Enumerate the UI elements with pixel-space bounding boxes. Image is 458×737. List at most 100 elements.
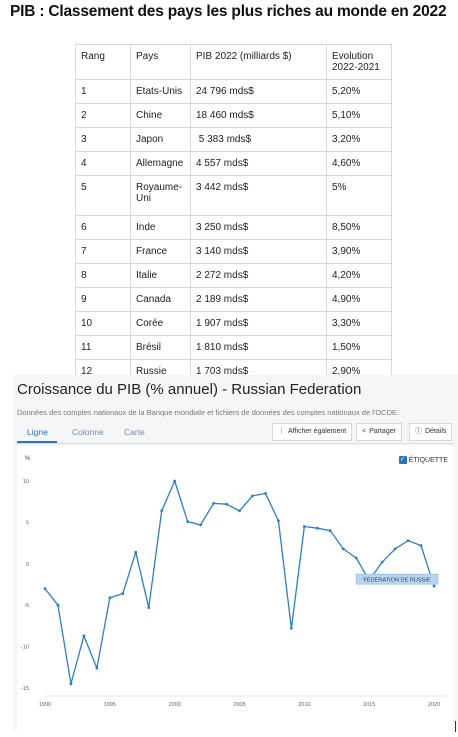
data-point <box>212 501 215 505</box>
tab-ligne[interactable]: Ligne <box>27 427 48 437</box>
x-tick-label: 1990 <box>39 702 51 708</box>
also-show-button[interactable]: ⋮ Afficher également <box>272 423 353 441</box>
data-point <box>108 596 112 600</box>
table-row: 3 Japon 5 383 mds$ 3,20% <box>75 127 392 152</box>
cell-gdp: 3 250 mds$ <box>190 215 327 240</box>
cell-gdp: 3 140 mds$ <box>190 239 327 264</box>
x-tick-label: 2015 <box>363 702 375 708</box>
cell-growth: 1,50% <box>326 335 392 360</box>
data-point <box>160 509 164 513</box>
cell-growth: 5,20% <box>326 79 392 104</box>
data-point <box>173 479 177 483</box>
data-point <box>419 544 423 547</box>
table-row: 1 Etats-Unis 24 796 mds$ 5,20% <box>75 79 392 104</box>
data-point <box>432 584 436 588</box>
table-row: 11 Brésil 1 810 mds$ 1,50% <box>75 335 392 360</box>
data-point <box>315 526 319 530</box>
cell-growth: 3,20% <box>326 127 392 152</box>
gdp-ranking-table: Rang Pays PIB 2022 (milliards $) Evoluti… <box>75 44 392 383</box>
cell-country: Italie <box>130 263 191 288</box>
data-point <box>43 587 47 591</box>
data-point <box>341 547 345 551</box>
column-header-country: Pays <box>130 44 191 80</box>
label-checkbox-text: ÉTIQUETTE <box>408 456 448 464</box>
chart-title: Croissance du PIB (% annuel) - Russian F… <box>17 381 362 398</box>
gdp-growth-widget: Croissance du PIB (% annuel) - Russian F… <box>13 375 458 731</box>
cell-rank: 8 <box>75 263 131 288</box>
y-tick-label: 10 <box>23 479 29 485</box>
table-row: 10 Corée 1 907 mds$ 3,30% <box>75 311 392 336</box>
x-tick-label: 2010 <box>298 702 310 708</box>
share-button[interactable]: < Partager <box>356 423 402 441</box>
data-point <box>289 626 293 630</box>
y-tick-label: -10 <box>21 645 29 651</box>
cell-growth: 4,60% <box>326 151 392 176</box>
y-tick-label: 5 <box>26 520 29 526</box>
cell-rank: 6 <box>75 215 131 240</box>
column-header-rank: Rang <box>75 44 131 80</box>
data-point <box>199 523 203 527</box>
cell-country: Canada <box>130 287 191 312</box>
cell-gdp: 24 796 mds$ <box>190 79 327 104</box>
data-point <box>147 606 151 610</box>
label-checkbox[interactable]: ✓ ÉTIQUETTE <box>398 456 448 464</box>
table-row: 8 Italie 2 272 mds$ 4,20% <box>75 263 392 288</box>
cell-growth: 5% <box>326 175 392 216</box>
table-row: 2 Chine 18 460 mds$ 5,10% <box>75 103 392 128</box>
cell-gdp: 1 810 mds$ <box>190 335 327 360</box>
page-title: PIB : Classement des pays les plus riche… <box>10 3 447 20</box>
table-row: 5 Royaume-Uni 3 442 mds$ 5% <box>75 175 392 216</box>
table-row: 4 Allemagne 4 557 mds$ 4,60% <box>75 151 392 176</box>
cell-gdp: 4 557 mds$ <box>190 151 327 176</box>
cell-country: Etats-Unis <box>130 79 191 104</box>
cell-country: France <box>130 239 191 264</box>
cell-gdp: 5 383 mds$ <box>190 127 327 152</box>
y-tick-label: 0 <box>26 562 29 568</box>
info-icon: ⓘ <box>415 428 422 435</box>
cell-country: Japon <box>130 127 191 152</box>
data-point <box>328 529 332 533</box>
data-point <box>186 520 190 523</box>
tab-colonne[interactable]: Colonne <box>72 427 104 437</box>
details-button[interactable]: ⓘ Détails <box>409 423 453 441</box>
cell-growth: 5,10% <box>326 103 392 128</box>
data-point <box>251 494 254 498</box>
column-header-growth: Evolution 2022-2021 <box>326 44 392 80</box>
y-tick-label: -5 <box>24 603 29 609</box>
data-point <box>302 525 306 528</box>
x-tick-label: 2005 <box>233 702 245 708</box>
chart-tabs: Ligne Colonne Carte <box>17 421 454 444</box>
cell-gdp: 2 189 mds$ <box>190 287 327 312</box>
cell-country: Inde <box>130 215 191 240</box>
vertical-dots-icon: ⋮ <box>278 428 285 435</box>
details-label: Détails <box>425 428 447 435</box>
x-tick-label: 2000 <box>169 702 181 708</box>
plot-area: ✓ ÉTIQUETTE % 10 5 0 -5 -10 -15 1990 1995 2000 2005… <box>17 446 454 731</box>
data-point <box>121 592 125 596</box>
data-point <box>264 492 267 495</box>
text-cursor <box>455 721 456 732</box>
cell-growth: 3,30% <box>326 311 392 336</box>
table-header-row: Rang Pays PIB 2022 (milliards $) Evoluti… <box>75 44 392 80</box>
tab-carte[interactable]: Carte <box>124 427 145 437</box>
cell-country: Brésil <box>130 335 191 360</box>
cell-rank: 4 <box>75 151 131 176</box>
cell-gdp: 1 907 mds$ <box>190 311 327 336</box>
series-label: FÉDÉRATION DE RUSSIE <box>363 576 431 583</box>
share-icon: < <box>362 428 367 435</box>
data-point <box>69 682 73 686</box>
x-tick-label: 1995 <box>104 702 116 708</box>
data-point <box>406 539 410 543</box>
cell-rank: 2 <box>75 103 131 128</box>
cell-rank: 5 <box>75 175 131 216</box>
cell-gdp: 18 460 mds$ <box>190 103 327 128</box>
cell-rank: 3 <box>75 127 131 152</box>
table-row: 9 Canada 2 189 mds$ 4,90% <box>75 287 392 312</box>
cell-rank: 1 <box>75 79 131 104</box>
cell-growth: 3,90% <box>326 239 392 264</box>
data-point <box>225 502 228 506</box>
data-point <box>134 550 138 554</box>
table-row: 6 Inde 3 250 mds$ 8,50% <box>75 215 392 240</box>
table-row: 7 France 3 140 mds$ 3,90% <box>75 239 392 264</box>
x-tick-label: 2020 <box>428 702 440 708</box>
